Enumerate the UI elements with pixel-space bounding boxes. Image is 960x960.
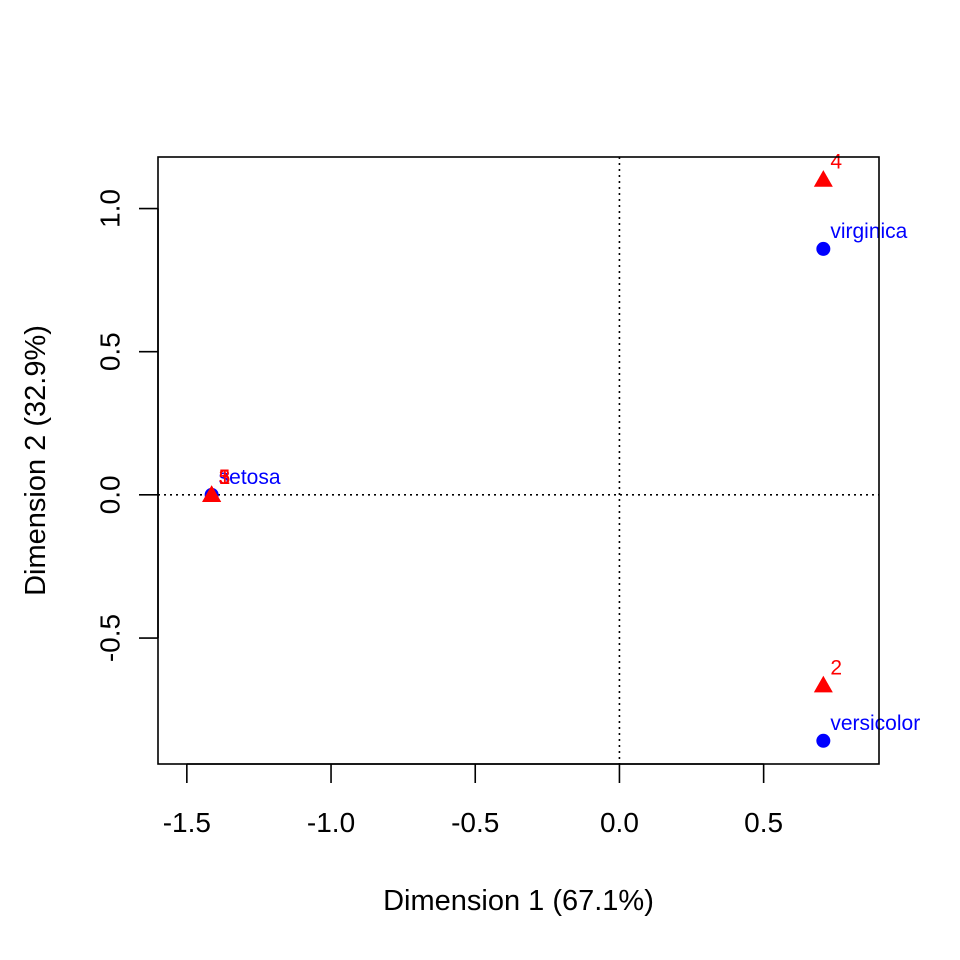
point-4 [813, 170, 833, 187]
x-tick-label: -1.5 [163, 807, 211, 838]
point-2 [813, 675, 833, 693]
point-label-3: 3 [219, 466, 231, 489]
y-tick-label: 0.5 [95, 332, 126, 371]
x-tick-label: -0.5 [451, 807, 499, 838]
x-tick-label: 0.5 [744, 807, 783, 838]
point-labels: setosa versicolor virginica 135 2 4 [219, 151, 921, 735]
x-tick-label: 0.0 [600, 807, 639, 838]
point-label-1: 1 [219, 466, 231, 489]
plot-frame [157, 156, 880, 765]
data-points [202, 170, 833, 748]
x-axis-title: Dimension 1 (67.1%) [383, 885, 654, 917]
point-label-2: 2 [830, 656, 842, 679]
point-label-virginica: virginica [830, 220, 907, 243]
reference-lines [158, 157, 879, 764]
y-tick-label: -0.5 [95, 614, 126, 662]
point-label-5: 5 [219, 466, 231, 489]
x-tick-label: -1.0 [307, 807, 355, 838]
point-label-4: 4 [830, 151, 842, 174]
y-tick-label: 0.0 [95, 475, 126, 514]
point-5 [202, 485, 222, 502]
point-versicolor [816, 733, 831, 748]
y-axis-title: Dimension 2 (32.9%) [20, 325, 52, 596]
y-tick-label: 1.0 [95, 189, 126, 228]
point-label-versicolor: versicolor [830, 712, 920, 735]
point-virginica [816, 241, 831, 256]
point-label-setosa: setosa [219, 466, 281, 489]
